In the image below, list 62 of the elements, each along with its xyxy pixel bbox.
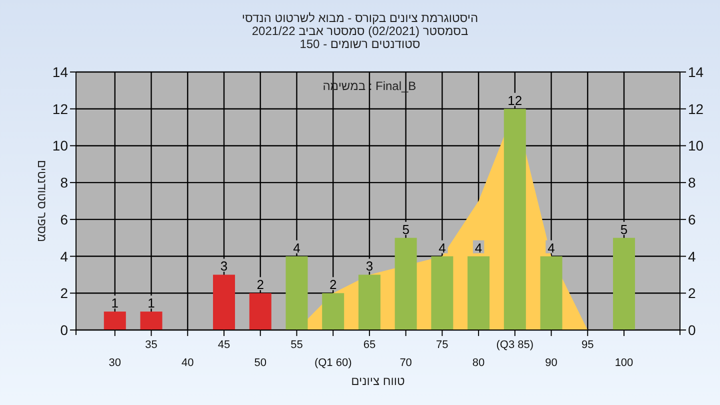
data-label: 4: [548, 240, 555, 256]
x-tick-label: (Q3 85): [496, 339, 534, 351]
y2-tick-label: 6: [688, 211, 696, 228]
bar: [286, 256, 308, 330]
bar: [249, 293, 272, 330]
x-tick-label: 100: [614, 357, 634, 369]
y2-tick-label: 8: [688, 174, 696, 191]
data-label: 2: [256, 277, 264, 292]
y-axis-title: מספר סטודנטים: [35, 160, 49, 242]
x-tick-label: 45: [218, 339, 230, 351]
bar: [394, 238, 417, 330]
data-label: 3: [220, 258, 228, 274]
y2-tick-label: 0: [688, 322, 696, 338]
bar: [468, 256, 490, 330]
y-tick-label: 0: [60, 322, 68, 338]
data-label: 4: [438, 240, 446, 256]
bar: [504, 108, 526, 330]
data-label: 5: [620, 222, 628, 237]
y-tick-label: 4: [60, 248, 68, 264]
x-tick-label: 35: [145, 339, 158, 351]
x-tick-label: 65: [363, 339, 376, 351]
y-tick-label: 8: [60, 174, 68, 191]
y2-tick-label: 2: [688, 285, 696, 302]
y-tick-label: 14: [52, 64, 68, 80]
bar: [358, 274, 380, 330]
y-tick-label: 2: [60, 285, 68, 302]
y-tick-label: 12: [52, 100, 68, 117]
x-tick-label: 40: [182, 357, 194, 369]
x-tick-label: 75: [436, 339, 448, 351]
chart-subtitle: בסמסטר (02/2021) סמסטר אביב 2021/22: [252, 24, 468, 38]
x-axis-title: טווח ציונים: [351, 374, 406, 388]
bar: [213, 274, 235, 330]
chart-title: היסטוגרמת ציונים בקורס - מבוא לשרטוט הנדסי: [242, 11, 478, 25]
text: סטודנטים רשומים - 150: [300, 37, 420, 51]
bar: [431, 256, 454, 330]
data-label: 4: [293, 240, 300, 256]
x-tick-label: (Q1 60): [314, 357, 352, 369]
data-label: 5: [402, 222, 410, 237]
bar: [322, 293, 344, 330]
x-tick-label: 30: [108, 357, 122, 369]
x-tick-label: 95: [582, 339, 594, 351]
x-tick-label: 80: [472, 357, 485, 369]
data-label: 3: [366, 258, 374, 274]
y2-tick-label: 14: [688, 64, 704, 80]
y-tick-label: 6: [60, 211, 68, 228]
bar: [104, 312, 126, 330]
data-label: 4: [474, 240, 482, 256]
data-label: 12: [508, 92, 522, 108]
x-tick-label: 55: [290, 339, 303, 351]
bar: [540, 256, 562, 330]
y2-tick-label: 4: [688, 248, 696, 264]
x-tick-label: 70: [400, 357, 412, 369]
y2-tick-label: 12: [688, 100, 704, 117]
y2-tick-label: 10: [688, 138, 704, 154]
data-label: 1: [148, 296, 155, 311]
data-label: 1: [111, 296, 119, 311]
x-tick-label: 50: [254, 357, 266, 369]
y-tick-label: 10: [52, 138, 68, 154]
x-tick-label: 90: [545, 357, 558, 369]
bar: [613, 238, 635, 330]
data-label: 2: [329, 277, 337, 292]
bar: [140, 312, 162, 330]
